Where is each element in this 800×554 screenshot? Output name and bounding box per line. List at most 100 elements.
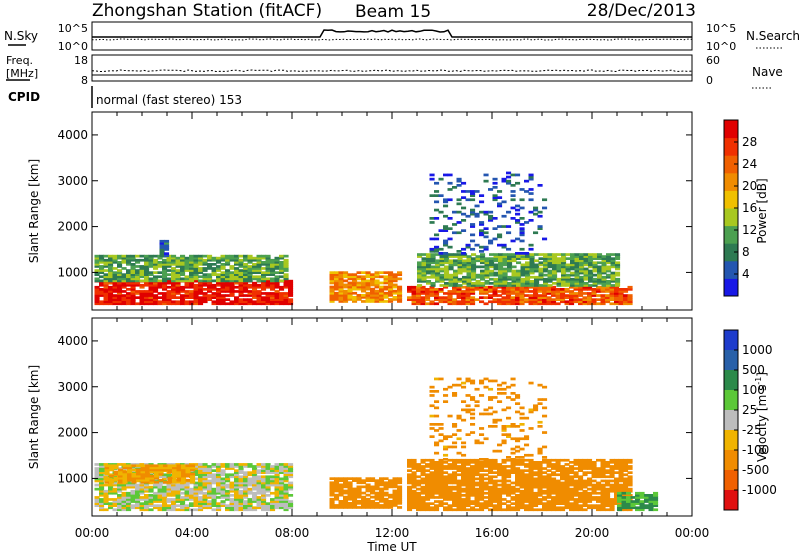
- data-cell: [524, 483, 530, 487]
- data-cell: [274, 300, 280, 304]
- data-cell: [429, 217, 435, 220]
- data-cell: [438, 469, 444, 472]
- data-cell: [489, 265, 495, 269]
- data-cell: [461, 445, 467, 449]
- data-cell: [211, 479, 217, 483]
- data-cell: [510, 485, 516, 489]
- data-cell: [288, 290, 294, 293]
- data-cell: [497, 300, 503, 304]
- data-cell: [435, 265, 441, 269]
- data-cell: [515, 508, 521, 512]
- data-cell: [274, 463, 280, 466]
- data-cell: [361, 296, 367, 299]
- data-cell: [207, 471, 213, 474]
- data-cell: [216, 298, 222, 301]
- data-cell: [443, 239, 449, 243]
- data-cell: [510, 194, 516, 197]
- data-cell: [524, 252, 530, 255]
- data-cell: [234, 491, 240, 495]
- data-cell: [121, 498, 127, 501]
- data-cell: [519, 494, 525, 497]
- data-cell: [356, 491, 362, 495]
- data-cell: [256, 296, 262, 299]
- data-cell: [480, 261, 486, 265]
- data-cell: [175, 498, 181, 501]
- data-cell: [127, 466, 133, 470]
- data-cell: [618, 302, 624, 306]
- colorbar-swatch: [724, 155, 738, 174]
- data-cell: [347, 506, 353, 509]
- data-cell: [479, 491, 485, 495]
- data-cell: [288, 292, 294, 295]
- data-cell: [189, 281, 195, 285]
- data-cell: [443, 204, 449, 208]
- data-cell: [379, 506, 385, 509]
- data-cell: [343, 497, 349, 501]
- data-cell: [361, 289, 367, 293]
- data-cell: [166, 292, 172, 295]
- data-cell: [140, 478, 146, 482]
- data-cell: [220, 481, 226, 485]
- data-cell: [533, 294, 539, 297]
- data-cell: [370, 485, 376, 489]
- data-cell: [565, 282, 571, 285]
- data-cell: [501, 487, 507, 491]
- data-cell: [452, 494, 458, 497]
- data-cell: [190, 466, 196, 470]
- data-cell: [600, 469, 606, 472]
- data-cell: [162, 277, 168, 281]
- data-cell: [474, 500, 480, 503]
- data-cell: [461, 252, 467, 255]
- data-cell: [234, 269, 240, 272]
- data-cell: [185, 464, 191, 468]
- data-cell: [507, 269, 513, 273]
- data-cell: [176, 472, 182, 476]
- data-cell: [515, 479, 521, 483]
- data-cell: [139, 294, 145, 297]
- data-cell: [261, 273, 267, 276]
- data-cell: [416, 296, 422, 299]
- data-cell: [130, 263, 136, 266]
- data-cell: [560, 469, 566, 472]
- data-cell: [596, 467, 602, 470]
- data-cell: [515, 475, 521, 479]
- data-cell: [352, 487, 358, 491]
- data-cell: [425, 473, 431, 477]
- data-cell: [520, 280, 526, 283]
- data-cell: [417, 253, 423, 256]
- data-cell: [552, 253, 558, 256]
- data-cell: [573, 294, 579, 297]
- data-cell: [627, 508, 633, 512]
- data-cell: [270, 279, 276, 283]
- data-cell: [407, 500, 413, 503]
- data-cell: [438, 427, 444, 430]
- data-cell: [126, 485, 132, 489]
- data-cell: [537, 494, 543, 497]
- data-cell: [627, 479, 633, 483]
- data-cell: [144, 483, 150, 487]
- data-cell: [148, 290, 154, 293]
- data-cell: [542, 491, 548, 495]
- data-cell: [609, 504, 615, 507]
- data-cell: [252, 500, 258, 503]
- data-cell: [207, 489, 213, 493]
- data-cell: [144, 500, 150, 503]
- data-cell: [135, 489, 141, 493]
- data-cell: [447, 300, 453, 304]
- data-cell: [623, 463, 629, 466]
- data-cell: [153, 271, 159, 274]
- data-cell: [435, 280, 441, 283]
- data-cell: [162, 496, 168, 499]
- data-cell: [288, 283, 294, 287]
- data-cell: [176, 478, 182, 482]
- data-cell: [207, 473, 213, 477]
- data-cell: [596, 506, 602, 510]
- data-cell: [498, 277, 504, 281]
- data-cell: [347, 483, 353, 487]
- data-cell: [388, 289, 394, 293]
- data-cell: [623, 290, 629, 293]
- data-cell: [591, 489, 597, 493]
- data-cell: [515, 181, 521, 185]
- data-cell: [461, 441, 467, 445]
- data-cell: [470, 502, 476, 505]
